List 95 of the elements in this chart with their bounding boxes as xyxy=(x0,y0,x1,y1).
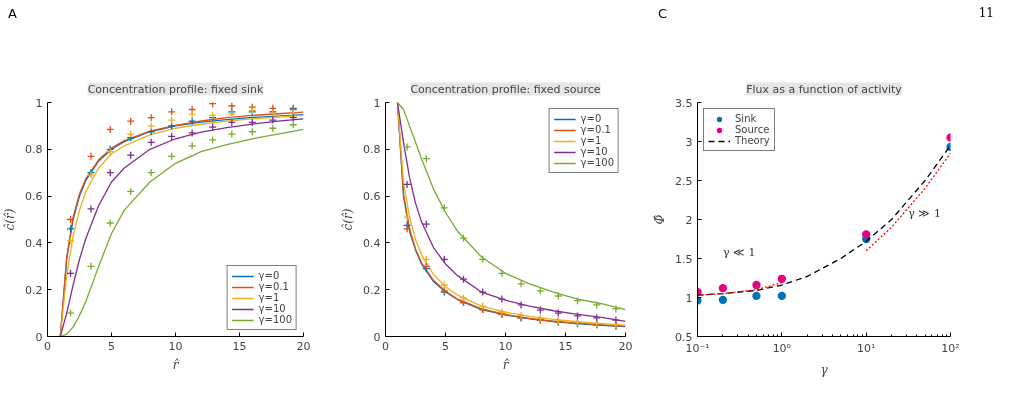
x-tick-label: 15 xyxy=(558,339,573,353)
point xyxy=(402,142,412,152)
y-tick-label: 0 xyxy=(373,330,381,344)
y-axis-title: ĉ(r̂) xyxy=(3,208,18,231)
x-tick-label: 10 xyxy=(498,339,513,353)
y-tick-label: 0.8 xyxy=(363,143,381,157)
legend-label: γ=0.1 xyxy=(258,281,289,292)
point xyxy=(497,269,507,278)
point xyxy=(167,121,176,131)
point xyxy=(187,110,197,119)
point xyxy=(440,280,449,290)
y-tick-label: 3.5 xyxy=(675,96,693,110)
point xyxy=(187,141,197,150)
point xyxy=(66,308,75,318)
y-tick-label: 0.2 xyxy=(363,283,381,297)
point xyxy=(536,305,545,315)
y-tick-label: 2.5 xyxy=(675,174,693,188)
point xyxy=(147,121,156,131)
point xyxy=(611,304,621,314)
x-axis-title: γ xyxy=(820,362,829,377)
y-tick-label: 2 xyxy=(685,213,693,227)
y-tick-label: 1 xyxy=(685,291,693,305)
point xyxy=(611,315,621,325)
x-axis-title: r̂ xyxy=(502,357,510,372)
point xyxy=(592,300,601,310)
legend-label: γ=0 xyxy=(580,113,602,124)
point xyxy=(227,129,236,139)
point xyxy=(497,294,507,304)
y-tick-label: 1.5 xyxy=(675,252,693,266)
point xyxy=(478,301,487,311)
y-tick-label: 0.6 xyxy=(363,190,381,204)
x-tick-label: 10⁻¹ xyxy=(685,341,710,355)
y-tick-label: 0.6 xyxy=(25,190,43,204)
point xyxy=(66,224,75,234)
point xyxy=(106,218,115,228)
point xyxy=(86,262,96,271)
x-tick-label: 5 xyxy=(108,339,115,353)
legend-label: γ=100 xyxy=(580,157,614,168)
legend-label: γ=1 xyxy=(258,292,280,303)
point xyxy=(573,311,582,321)
x-tick-label: 20 xyxy=(296,339,311,353)
y-tick-label: 3 xyxy=(685,135,693,149)
point xyxy=(478,287,487,297)
legend-label: γ=10 xyxy=(258,303,286,314)
x-axis-title: r̂ xyxy=(172,357,180,372)
x-tick-label: 5 xyxy=(442,339,449,353)
legend-label: γ=100 xyxy=(258,314,292,325)
y-tick-label: 0 xyxy=(35,330,43,344)
point xyxy=(554,291,563,301)
legend-label: γ=1 xyxy=(580,135,602,146)
point xyxy=(86,152,96,161)
y-tick-label: 0.5 xyxy=(675,330,693,344)
legend-label: Sink xyxy=(735,113,757,124)
x-tick-label: 10 xyxy=(168,339,183,353)
x-tick-label: 10² xyxy=(941,341,960,355)
point xyxy=(187,117,197,126)
chart-title: Concentration profile: fixed source xyxy=(410,82,601,96)
x-tick-label: 20 xyxy=(618,339,633,353)
point xyxy=(402,224,412,234)
point xyxy=(86,204,96,214)
point xyxy=(126,129,135,139)
y-axis-title: Φ̂ xyxy=(653,214,668,225)
point xyxy=(268,115,277,125)
text: A xyxy=(8,5,17,23)
point xyxy=(208,122,217,132)
y-tick-label: 0.8 xyxy=(25,143,43,157)
legend-label: γ=0 xyxy=(258,270,280,281)
point xyxy=(402,180,412,189)
point xyxy=(459,293,468,303)
point xyxy=(208,135,217,145)
x-tick-label: 10⁰ xyxy=(772,341,792,355)
y-axis-title: ĉ(r̂) xyxy=(341,208,356,231)
point xyxy=(167,107,176,117)
y-tick-label: 0.2 xyxy=(25,283,43,297)
point xyxy=(187,128,197,138)
point xyxy=(402,213,412,222)
text: 11 xyxy=(978,5,994,22)
chart-title: Concentration profile: fixed sink xyxy=(87,82,264,96)
legend-label: Source xyxy=(735,124,770,135)
legend-label: γ=10 xyxy=(580,146,608,157)
y-tick-label: 1 xyxy=(373,96,381,110)
x-tick-label: 15 xyxy=(232,339,247,353)
y-tick-label: 0.4 xyxy=(363,236,381,250)
point xyxy=(227,102,236,111)
legend-label: γ=0.1 xyxy=(580,124,611,135)
y-tick-label: 0.4 xyxy=(25,236,43,250)
point xyxy=(554,308,563,318)
point xyxy=(516,279,526,288)
point xyxy=(167,115,176,125)
legend-label: Theory xyxy=(735,135,770,146)
x-tick-label: 10¹ xyxy=(856,341,876,355)
point xyxy=(516,300,526,310)
text: C xyxy=(658,5,668,23)
chart-title: Flux as a function of activity xyxy=(746,82,903,96)
y-tick-label: 1 xyxy=(35,96,43,110)
